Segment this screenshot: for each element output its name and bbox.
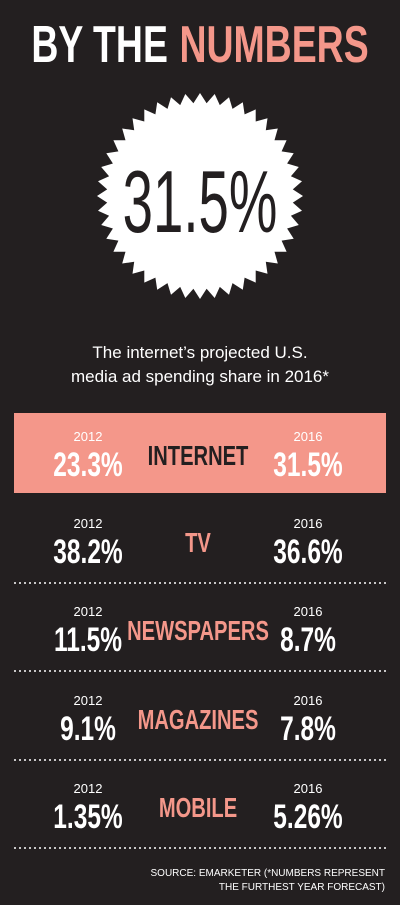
row-label: MAGAZINES <box>138 705 259 736</box>
source: THE FURTHEST YEAR FORECAST) <box>219 882 385 893</box>
value: 5.26% <box>273 798 342 836</box>
title-group: BY THE NUMBERS <box>31 15 368 74</box>
year: 2012 <box>74 604 103 619</box>
year: 2012 <box>74 693 103 708</box>
value: 38.2% <box>53 533 122 571</box>
year: 2016 <box>294 604 323 619</box>
year: 2012 <box>74 516 103 531</box>
value-group: 7.8% <box>280 710 336 748</box>
row-label-group: MOBILE <box>159 793 237 824</box>
hero-group: 31.5% <box>123 153 278 252</box>
value: 9.1% <box>60 710 116 748</box>
value-group: 11.5% <box>54 621 122 659</box>
value-group: 8.7% <box>280 621 336 659</box>
row-label: TV <box>185 528 211 559</box>
row-label-group: NEWSPAPERS <box>127 616 269 647</box>
value-group: 1.35% <box>53 798 122 836</box>
value: 7.8% <box>280 710 336 748</box>
title-part: BY THE <box>31 15 168 74</box>
badge <box>97 93 303 299</box>
caption: The internet’s projected U.S. <box>92 343 307 362</box>
year: 2016 <box>294 693 323 708</box>
value: 8.7% <box>280 621 336 659</box>
row-label: MOBILE <box>159 793 237 824</box>
year: 2012 <box>74 781 103 796</box>
value-group: 38.2% <box>53 533 122 571</box>
row-label-group: MAGAZINES <box>138 705 259 736</box>
highlight-band <box>14 413 386 493</box>
title: BY THE NUMBERS <box>31 15 368 74</box>
value-group: 36.6% <box>273 533 342 571</box>
year: 2016 <box>294 429 323 444</box>
value-group: 31.5% <box>273 446 342 484</box>
year: 2016 <box>294 516 323 531</box>
value: 31.5% <box>273 446 342 484</box>
value-group: 9.1% <box>60 710 116 748</box>
row-label: NEWSPAPERS <box>127 616 269 647</box>
title-part: NUMBERS <box>179 15 368 74</box>
value-group: 23.3% <box>53 446 122 484</box>
source: SOURCE: EMARKETER (*NUMBERS REPRESENT <box>151 868 385 879</box>
value-group: 5.26% <box>273 798 342 836</box>
value: 36.6% <box>273 533 342 571</box>
caption: media ad spending share in 2016* <box>71 367 329 386</box>
row-label-group: INTERNET <box>148 441 249 472</box>
row-label: INTERNET <box>148 441 249 472</box>
row-label-group: TV <box>185 528 211 559</box>
hero-value: 31.5% <box>123 153 278 252</box>
value: 1.35% <box>53 798 122 836</box>
year: 2016 <box>294 781 323 796</box>
value: 23.3% <box>53 446 122 484</box>
value: 11.5% <box>54 621 122 659</box>
year: 2012 <box>74 429 103 444</box>
